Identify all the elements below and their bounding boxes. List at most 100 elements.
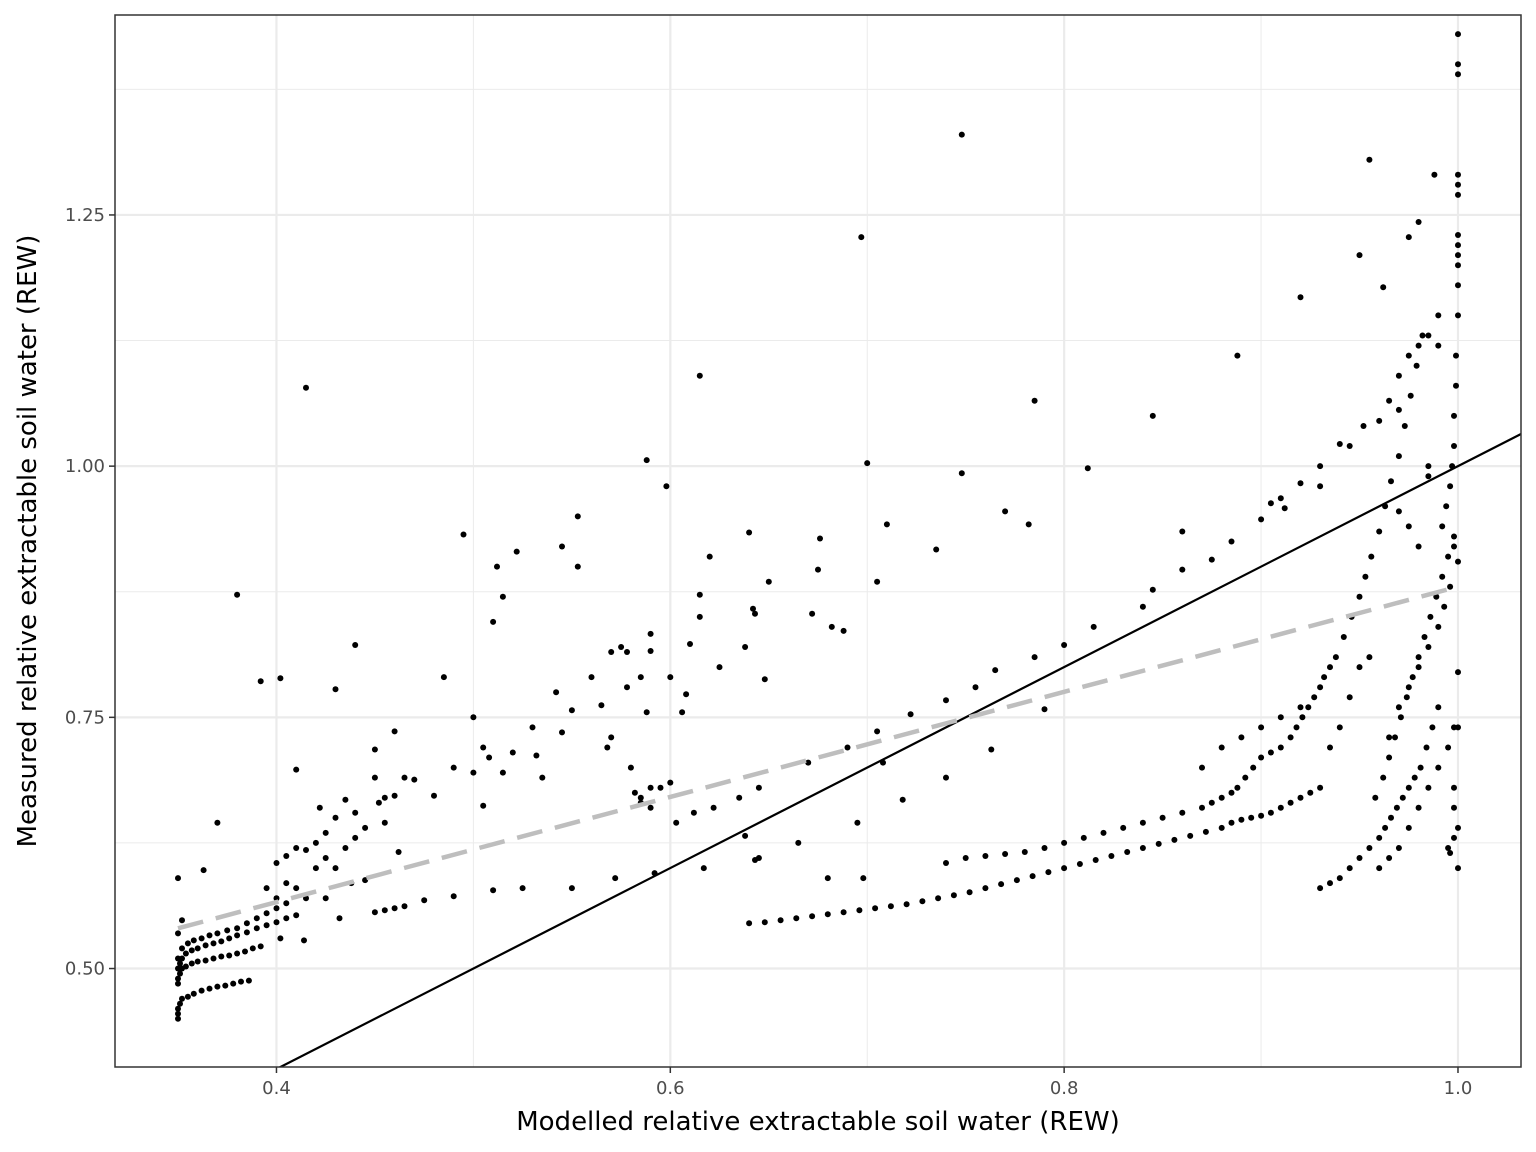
data-point bbox=[933, 546, 940, 553]
data-point bbox=[1267, 809, 1274, 816]
data-point bbox=[854, 819, 861, 826]
data-point bbox=[1392, 734, 1398, 741]
data-point bbox=[631, 789, 638, 796]
data-point bbox=[988, 746, 995, 753]
data-point bbox=[226, 935, 233, 942]
data-point bbox=[1386, 754, 1393, 761]
data-point bbox=[494, 563, 500, 570]
data-point bbox=[1382, 824, 1389, 831]
data-point bbox=[1317, 483, 1324, 490]
data-point bbox=[750, 605, 756, 612]
data-point bbox=[230, 980, 237, 987]
data-point bbox=[322, 895, 329, 902]
data-point bbox=[647, 630, 654, 637]
data-point bbox=[1411, 774, 1418, 781]
data-point bbox=[647, 784, 654, 791]
data-point bbox=[1317, 684, 1324, 691]
data-point bbox=[1366, 156, 1373, 163]
data-point bbox=[972, 684, 979, 691]
data-point bbox=[883, 521, 890, 528]
data-point bbox=[1455, 61, 1461, 68]
data-point bbox=[1258, 724, 1265, 731]
data-point bbox=[982, 853, 989, 859]
data-point bbox=[1441, 603, 1448, 610]
data-point bbox=[1451, 533, 1457, 540]
data-point bbox=[746, 529, 753, 536]
data-point bbox=[1327, 664, 1333, 671]
data-point bbox=[1368, 553, 1375, 560]
data-point bbox=[919, 898, 926, 905]
data-point bbox=[1395, 406, 1402, 413]
data-point bbox=[238, 978, 244, 985]
data-point bbox=[371, 909, 378, 916]
data-point bbox=[1435, 704, 1442, 711]
data-point bbox=[1419, 332, 1426, 339]
identity-line bbox=[277, 433, 1521, 1067]
data-point bbox=[840, 909, 847, 916]
data-point bbox=[352, 809, 359, 816]
data-point bbox=[312, 839, 319, 846]
axis-ticks: 0.4 0.6 0.8 1.0 0.50 0.75 1.00 1.25 bbox=[65, 205, 1472, 1099]
data-point bbox=[202, 942, 209, 949]
data-point bbox=[431, 792, 437, 799]
data-point bbox=[175, 1010, 181, 1017]
data-point bbox=[210, 940, 217, 947]
data-point bbox=[1258, 754, 1265, 761]
linear-fit-line bbox=[177, 584, 1459, 931]
data-point bbox=[958, 470, 965, 477]
data-point bbox=[1407, 392, 1414, 399]
data-point bbox=[1179, 528, 1186, 535]
data-point bbox=[998, 881, 1005, 888]
y-tick-label: 1.25 bbox=[65, 205, 105, 226]
data-point bbox=[1421, 634, 1428, 640]
data-point bbox=[218, 938, 225, 945]
reference-lines bbox=[177, 433, 1521, 1067]
data-point bbox=[1376, 528, 1383, 535]
data-point bbox=[342, 845, 349, 851]
data-point bbox=[1149, 412, 1156, 419]
data-point bbox=[1159, 814, 1166, 821]
data-point bbox=[1228, 819, 1235, 826]
data-point bbox=[1238, 816, 1245, 823]
data-point bbox=[795, 839, 802, 846]
grid-lines bbox=[115, 15, 1521, 1067]
data-point bbox=[332, 814, 339, 821]
data-point bbox=[214, 819, 221, 826]
data-point bbox=[1395, 453, 1402, 460]
data-point bbox=[175, 980, 181, 987]
data-point bbox=[828, 623, 835, 630]
data-point bbox=[1451, 784, 1457, 791]
data-point bbox=[198, 935, 205, 942]
data-point bbox=[1297, 704, 1304, 711]
data-point bbox=[242, 948, 248, 955]
data-point bbox=[1317, 784, 1324, 791]
data-point bbox=[1149, 586, 1156, 593]
data-point bbox=[1439, 523, 1446, 530]
data-point bbox=[480, 802, 487, 809]
data-point bbox=[1124, 849, 1131, 855]
data-point bbox=[1031, 397, 1038, 404]
data-point bbox=[1277, 714, 1284, 721]
data-point bbox=[533, 752, 540, 759]
data-point bbox=[864, 460, 871, 467]
data-point bbox=[1297, 480, 1304, 487]
data-point bbox=[1208, 799, 1215, 806]
data-point bbox=[742, 832, 749, 839]
data-point bbox=[1386, 397, 1393, 404]
data-point bbox=[401, 774, 408, 781]
data-point bbox=[352, 834, 359, 841]
data-point bbox=[1425, 332, 1432, 339]
data-point bbox=[273, 919, 280, 926]
data-point bbox=[1433, 593, 1440, 600]
data-point bbox=[1108, 853, 1115, 859]
data-point bbox=[182, 950, 189, 957]
data-point bbox=[283, 853, 290, 859]
data-point bbox=[809, 913, 816, 920]
data-point bbox=[513, 548, 520, 555]
data-point bbox=[1455, 724, 1461, 731]
data-point bbox=[1171, 836, 1178, 843]
x-axis-title: Modelled relative extractable soil water… bbox=[516, 1107, 1120, 1137]
data-point bbox=[1453, 352, 1459, 359]
data-point bbox=[1356, 252, 1363, 259]
data-point bbox=[1415, 543, 1422, 550]
